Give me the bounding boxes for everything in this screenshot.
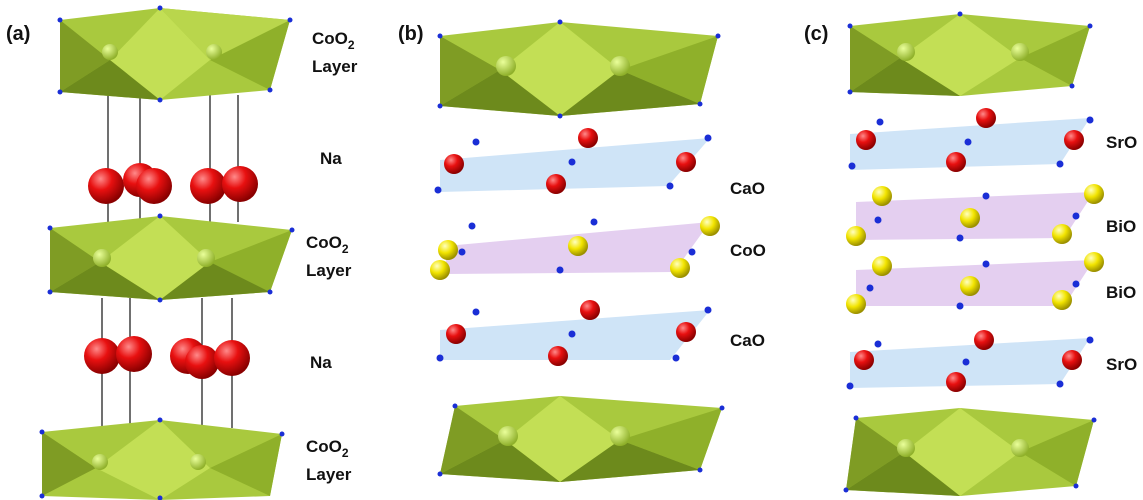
- panel-label-b: (b): [398, 23, 424, 45]
- bio-plane-c-1: [846, 184, 1104, 246]
- label-b-cao-2: CaO: [730, 331, 765, 350]
- coo2-slab-c-bottom: [846, 408, 1094, 496]
- oxygen-atoms-c: [843, 11, 1097, 493]
- panel-label-a: (a): [6, 23, 30, 45]
- coo2-slab-c-top: [850, 14, 1090, 96]
- label-a-coo2-2-main: CoO: [306, 233, 342, 252]
- label-b-coo: CoO: [730, 241, 766, 260]
- label-a-layer-1: Layer: [312, 57, 358, 76]
- coo2-slab-a-top: [60, 8, 290, 100]
- label-a-coo2-3: CoO2: [306, 437, 349, 460]
- cao-plane-b-1: [440, 128, 710, 194]
- label-c-bio-1: BiO: [1106, 217, 1136, 236]
- label-a-coo2-1-main: CoO: [312, 29, 348, 48]
- na-atoms-a-lower: [84, 336, 250, 379]
- label-c-bio-2: BiO: [1106, 283, 1136, 302]
- coo2-slab-a-bottom: [42, 420, 282, 500]
- panel-c: SrO BiO BiO SrO: [843, 11, 1137, 496]
- label-a-coo2-3-main: CoO: [306, 437, 342, 456]
- panel-b: CaO CoO CaO: [430, 19, 766, 482]
- coo2-slab-b-bottom: [440, 396, 722, 482]
- coo-plane-b: [430, 216, 720, 280]
- label-a-na-2: Na: [310, 353, 332, 372]
- label-a-coo2-3-sub: 2: [342, 446, 349, 460]
- label-c-sro-2: SrO: [1106, 355, 1137, 374]
- panel-label-c: (c): [804, 23, 828, 45]
- coo2-slab-a-middle: [50, 216, 292, 300]
- na-atoms-a-upper: [88, 163, 258, 204]
- coo2-slab-b-top: [440, 22, 718, 116]
- label-a-na-1: Na: [320, 149, 342, 168]
- label-a-coo2-2: CoO2: [306, 233, 349, 256]
- label-b-cao-1: CaO: [730, 179, 765, 198]
- oxygen-atoms-b: [434, 19, 725, 477]
- bio-plane-c-2: [846, 252, 1104, 314]
- sro-plane-c-2: [850, 330, 1090, 392]
- label-a-coo2-2-sub: 2: [342, 242, 349, 256]
- panel-a: CoO2 Layer Na CoO2 Layer Na CoO2 Layer: [39, 5, 358, 500]
- label-a-layer-3: Layer: [306, 465, 352, 484]
- label-a-coo2-1: CoO2: [312, 29, 355, 52]
- label-a-coo2-1-sub: 2: [348, 38, 355, 52]
- label-c-sro-1: SrO: [1106, 133, 1137, 152]
- label-a-layer-2: Layer: [306, 261, 352, 280]
- oxygen-atoms-a: [39, 5, 295, 500]
